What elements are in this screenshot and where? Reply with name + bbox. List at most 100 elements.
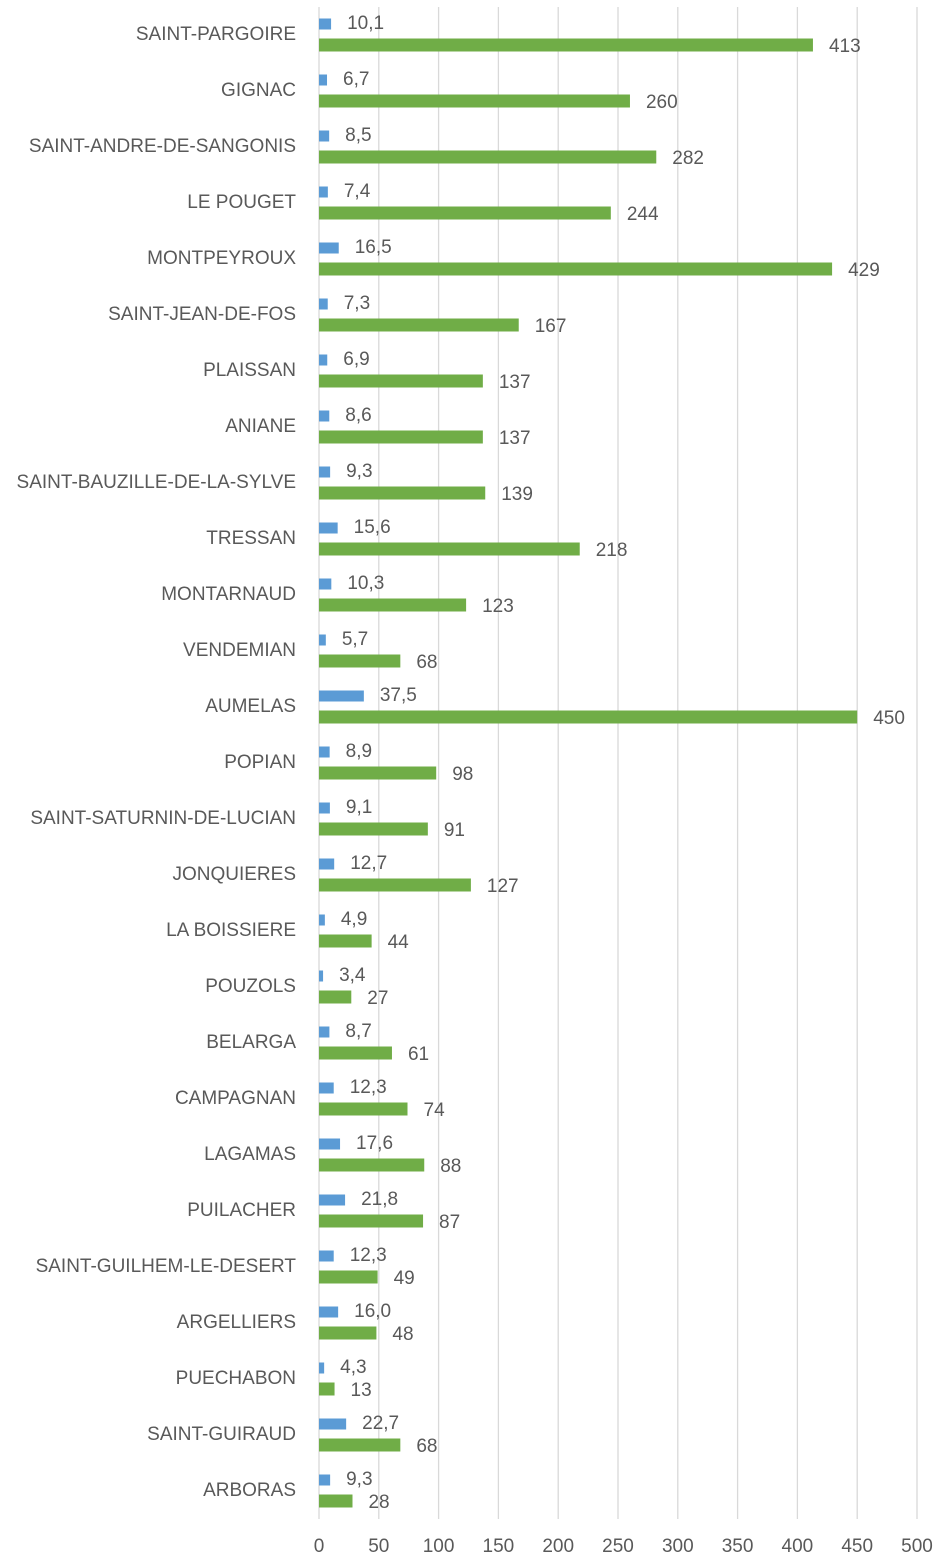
bar xyxy=(319,150,657,164)
category-label: SAINT-PARGOIRE xyxy=(136,24,296,45)
x-tick-label: 250 xyxy=(602,1536,634,1557)
bar xyxy=(319,1270,378,1284)
category-label: GIGNAC xyxy=(221,80,296,101)
bar xyxy=(319,1082,334,1094)
bar xyxy=(319,410,330,422)
category-label: LAGAMAS xyxy=(204,1144,296,1165)
data-label: 68 xyxy=(416,1436,437,1457)
data-label: 68 xyxy=(416,652,437,673)
category-label: AUMELAS xyxy=(205,696,296,717)
bar xyxy=(319,690,364,702)
data-label: 139 xyxy=(501,484,533,505)
data-label: 137 xyxy=(499,428,531,449)
data-label: 37,5 xyxy=(380,685,417,706)
category-label: LE POUGET xyxy=(187,192,296,213)
bar xyxy=(319,1362,325,1374)
category-label: ANIANE xyxy=(225,416,296,437)
bar xyxy=(319,710,858,724)
bar xyxy=(319,262,833,276)
bar xyxy=(319,486,486,500)
bar xyxy=(319,1214,424,1228)
bar xyxy=(319,1250,334,1262)
data-label: 88 xyxy=(440,1156,461,1177)
x-tick-label: 50 xyxy=(368,1536,389,1557)
category-label: JONQUIERES xyxy=(172,864,296,885)
data-label: 8,7 xyxy=(345,1021,371,1042)
bar xyxy=(319,858,335,870)
bar xyxy=(319,38,813,52)
data-label: 137 xyxy=(499,372,531,393)
data-label: 12,3 xyxy=(350,1245,387,1266)
data-label: 74 xyxy=(424,1100,446,1121)
data-label: 10,3 xyxy=(347,573,384,594)
data-label: 8,5 xyxy=(345,125,371,146)
category-label: MONTARNAUD xyxy=(161,584,296,605)
bar xyxy=(319,522,338,534)
data-label: 167 xyxy=(535,316,567,337)
bar xyxy=(319,1138,341,1150)
data-label: 98 xyxy=(452,764,473,785)
data-label: 3,4 xyxy=(339,965,366,986)
category-label: ARGELLIERS xyxy=(177,1312,296,1333)
bar xyxy=(319,542,580,556)
bar xyxy=(319,1102,408,1116)
category-label: CAMPAGNAN xyxy=(175,1088,296,1109)
bar xyxy=(319,374,483,388)
category-label: SAINT-JEAN-DE-FOS xyxy=(108,304,296,325)
data-label: 10,1 xyxy=(347,13,384,34)
data-label: 413 xyxy=(829,36,861,57)
data-label: 6,7 xyxy=(343,69,369,90)
data-label: 21,8 xyxy=(361,1189,398,1210)
bar xyxy=(319,298,328,310)
bar xyxy=(319,430,483,444)
category-label: PUILACHER xyxy=(187,1200,296,1221)
category-label: ARBORAS xyxy=(203,1480,296,1501)
category-label: VENDEMIAN xyxy=(183,640,296,661)
bar xyxy=(319,1418,347,1430)
bar xyxy=(319,634,326,646)
data-label: 48 xyxy=(392,1324,413,1345)
data-label: 260 xyxy=(646,92,678,113)
bar xyxy=(319,1046,392,1060)
category-label: PLAISSAN xyxy=(203,360,296,381)
bar xyxy=(319,318,519,332)
data-label: 5,7 xyxy=(342,629,368,650)
data-label: 91 xyxy=(444,820,465,841)
data-label: 12,7 xyxy=(350,853,387,874)
bar xyxy=(319,1438,401,1452)
category-label: MONTPEYROUX xyxy=(147,248,296,269)
data-label: 8,6 xyxy=(345,405,371,426)
bar xyxy=(319,1158,425,1172)
data-label: 28 xyxy=(368,1492,389,1513)
bar xyxy=(319,746,330,758)
bar xyxy=(319,1382,335,1396)
category-label: SAINT-GUIRAUD xyxy=(147,1424,296,1445)
category-label: SAINT-GUILHEM-LE-DESERT xyxy=(36,1256,297,1277)
bar xyxy=(319,1474,331,1486)
data-label: 87 xyxy=(439,1212,460,1233)
x-tick-label: 100 xyxy=(423,1536,455,1557)
bar xyxy=(319,990,352,1004)
bar xyxy=(319,186,328,198)
data-label: 9,3 xyxy=(346,1469,372,1490)
data-label: 8,9 xyxy=(346,741,372,762)
bar xyxy=(319,934,372,948)
data-label: 13 xyxy=(351,1380,372,1401)
bar xyxy=(319,206,611,220)
bar xyxy=(319,1194,346,1206)
bar xyxy=(319,1026,330,1038)
bar xyxy=(319,74,328,86)
x-tick-label: 0 xyxy=(314,1536,325,1557)
category-label: BELARGA xyxy=(206,1032,296,1053)
bar xyxy=(319,822,428,836)
data-label: 244 xyxy=(627,204,659,225)
bar xyxy=(319,94,630,108)
bar xyxy=(319,130,330,142)
bar xyxy=(319,242,339,254)
data-label: 9,1 xyxy=(346,797,372,818)
data-label: 44 xyxy=(388,932,410,953)
data-label: 7,4 xyxy=(344,181,371,202)
data-label: 4,9 xyxy=(341,909,367,930)
data-label: 16,5 xyxy=(355,237,392,258)
data-label: 429 xyxy=(848,260,880,281)
